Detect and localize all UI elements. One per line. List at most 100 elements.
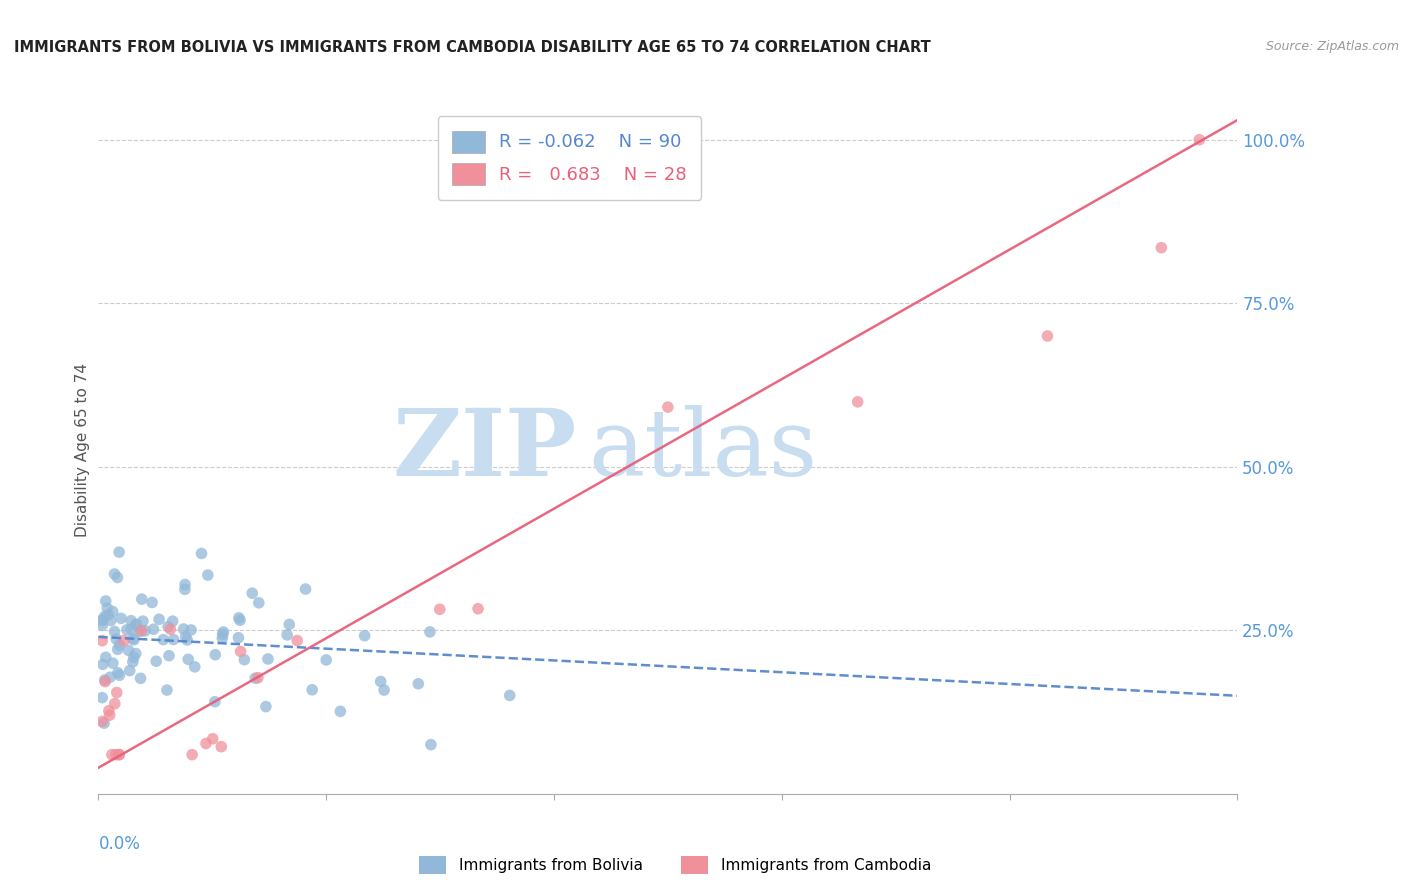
Point — [254, 699, 277, 714]
Point — [173, 622, 195, 636]
Point — [276, 628, 298, 642]
Point — [211, 627, 233, 641]
Point — [467, 601, 489, 615]
Point — [370, 674, 392, 689]
Point — [110, 611, 132, 625]
Point — [91, 618, 114, 632]
Point — [173, 582, 195, 597]
Point — [212, 625, 235, 640]
Point — [91, 633, 114, 648]
Point — [176, 632, 198, 647]
Point — [294, 582, 316, 596]
Point — [148, 612, 170, 626]
Point — [94, 650, 117, 665]
Point — [211, 632, 233, 646]
Point — [162, 632, 184, 647]
Point — [105, 632, 128, 646]
Point — [174, 630, 197, 644]
Point — [353, 629, 375, 643]
Point — [181, 747, 204, 762]
Point — [108, 638, 131, 652]
Point — [107, 665, 129, 680]
Point — [104, 697, 127, 711]
Point — [408, 677, 430, 691]
Point — [117, 643, 139, 657]
Point — [125, 617, 148, 632]
Point — [247, 596, 270, 610]
Point — [122, 632, 145, 646]
Point — [419, 624, 441, 639]
Point — [101, 747, 124, 762]
Point — [108, 668, 131, 682]
Point — [177, 652, 200, 666]
Point — [162, 614, 184, 628]
Point — [246, 671, 269, 685]
Point — [152, 632, 174, 647]
Point — [233, 653, 256, 667]
Point — [142, 622, 165, 636]
Legend: R = -0.062    N = 90, R =   0.683    N = 28: R = -0.062 N = 90, R = 0.683 N = 28 — [437, 116, 702, 200]
Point — [98, 670, 121, 684]
Point — [129, 624, 152, 639]
Point — [101, 656, 124, 670]
Point — [94, 673, 117, 687]
Point — [329, 704, 352, 718]
Point — [129, 671, 152, 685]
Point — [190, 546, 212, 560]
Point — [132, 614, 155, 628]
Point — [257, 652, 280, 666]
Point — [103, 567, 125, 582]
Point — [120, 614, 142, 628]
Text: 0.0%: 0.0% — [98, 835, 141, 853]
Y-axis label: Disability Age 65 to 74: Disability Age 65 to 74 — [75, 363, 90, 538]
Text: IMMIGRANTS FROM BOLIVIA VS IMMIGRANTS FROM CAMBODIA DISABILITY AGE 65 TO 74 CORR: IMMIGRANTS FROM BOLIVIA VS IMMIGRANTS FR… — [14, 40, 931, 55]
Point — [180, 623, 202, 637]
Point — [131, 624, 153, 638]
Text: Source: ZipAtlas.com: Source: ZipAtlas.com — [1265, 40, 1399, 54]
Point — [157, 648, 180, 663]
Point — [429, 602, 451, 616]
Point — [846, 394, 869, 409]
Point — [93, 609, 115, 624]
Point — [120, 622, 142, 636]
Point — [97, 607, 120, 622]
Point — [204, 695, 226, 709]
Point — [209, 739, 232, 754]
Point — [98, 708, 121, 723]
Point — [657, 400, 679, 414]
Point — [101, 605, 124, 619]
Point — [419, 738, 441, 752]
Point — [240, 586, 263, 600]
Point — [108, 545, 131, 559]
Point — [107, 642, 129, 657]
Point — [245, 671, 267, 685]
Point — [103, 624, 125, 639]
Point — [122, 632, 145, 647]
Point — [301, 682, 323, 697]
Point — [228, 611, 250, 625]
Point — [94, 674, 117, 689]
Point — [91, 657, 114, 672]
Point — [373, 683, 395, 698]
Point — [108, 747, 131, 762]
Point — [201, 731, 224, 746]
Point — [125, 647, 148, 661]
Point — [229, 644, 252, 658]
Point — [1188, 133, 1211, 147]
Legend: Immigrants from Bolivia, Immigrants from Cambodia: Immigrants from Bolivia, Immigrants from… — [413, 850, 936, 880]
Point — [285, 633, 308, 648]
Point — [93, 716, 115, 731]
Point — [134, 624, 156, 638]
Point — [229, 613, 252, 627]
Point — [315, 653, 337, 667]
Point — [108, 747, 131, 762]
Point — [100, 614, 122, 628]
Point — [105, 685, 128, 699]
Point — [96, 601, 118, 615]
Point — [197, 568, 219, 582]
Point — [141, 595, 163, 609]
Point — [118, 664, 141, 678]
Point — [112, 633, 135, 648]
Point — [91, 690, 114, 705]
Point — [1036, 329, 1059, 343]
